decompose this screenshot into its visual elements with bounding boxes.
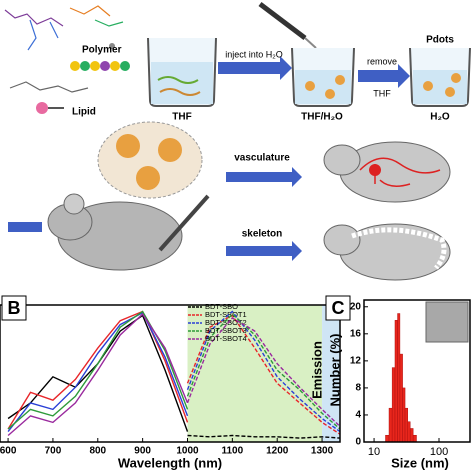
- arrow-head: [292, 241, 302, 261]
- panel-label: C: [332, 298, 345, 318]
- arrow: [218, 62, 280, 74]
- x-tick-label: 100: [430, 446, 448, 458]
- mouse-skeleton: [323, 223, 451, 281]
- absorption-line: [7, 310, 189, 430]
- shaded-span: [187, 305, 323, 442]
- arrow: [358, 70, 398, 82]
- arrow: [226, 246, 292, 256]
- panel-label: B: [8, 298, 21, 318]
- beaker: [409, 47, 471, 107]
- histogram-bar: [394, 320, 398, 443]
- histogram-bar: [412, 434, 417, 443]
- y-tick-label: 16: [350, 328, 362, 339]
- panel-label-box: [1, 295, 27, 321]
- histogram-bar: [391, 367, 396, 443]
- legend-label: BDT-SBOT1: [205, 310, 247, 319]
- remove-thf-label: THF: [373, 88, 391, 98]
- plot-frame: [363, 299, 471, 443]
- y2-axis-label: Emission: [309, 341, 324, 399]
- legend-label: BDT-SBOT2: [205, 318, 247, 327]
- absorption-line: [7, 314, 189, 432]
- remove-label: remove: [367, 56, 397, 66]
- pdots-label: Pdots: [426, 35, 454, 46]
- speech-bubble: [97, 121, 203, 199]
- histogram-bar: [404, 407, 408, 443]
- histogram-bar: [407, 421, 411, 443]
- arrow: [8, 222, 42, 232]
- absorption-line: [7, 311, 189, 433]
- x-tick-label: 10: [368, 446, 380, 458]
- thf-label: THF: [172, 112, 191, 123]
- x-tick-label: 1100: [221, 446, 243, 457]
- plus-sign: [109, 43, 115, 49]
- skeleton-label: skeleton: [242, 229, 283, 240]
- lipid-label: Lipid: [72, 107, 96, 118]
- x-tick-label: 1300: [311, 446, 334, 457]
- polymer-label: Polymer: [82, 45, 122, 56]
- y-tick-label: 4: [355, 410, 361, 421]
- y-tick-label: 8: [355, 383, 361, 394]
- molecule-drawing: [4, 5, 124, 93]
- emission-line: [186, 317, 341, 427]
- emission-line: [186, 314, 341, 435]
- emission-line: [186, 310, 341, 433]
- legend-label: BDT-SBOT3: [205, 326, 247, 335]
- x-tick-label: 800: [89, 446, 106, 457]
- x-tick-label: 600: [0, 446, 17, 457]
- arrow-head: [280, 56, 292, 80]
- arrow-head: [292, 167, 302, 187]
- histogram-bar: [409, 428, 414, 443]
- thf-h2o-label: THF/H₂O: [301, 112, 343, 123]
- x-tick-label: 1000: [176, 446, 199, 457]
- charts: BDT-SBOBDT-SBOT1BDT-SBOT2BDT-SBOT3BDT-SB…: [0, 295, 471, 470]
- x-axis-label: Wavelength (nm): [118, 455, 222, 470]
- plot-frame: [0, 304, 341, 443]
- arrow-head: [398, 64, 410, 88]
- polymer-chain: [70, 61, 130, 71]
- y-tick-label: 12: [350, 355, 362, 366]
- beaker: [291, 47, 355, 107]
- vasculature-label: vasculature: [234, 153, 290, 164]
- absorption-line: [7, 313, 189, 437]
- x-tick-label: 700: [45, 446, 62, 457]
- histogram-bar: [399, 353, 403, 443]
- legend-label: BDT-SBO: [205, 302, 238, 311]
- mouse: [47, 193, 183, 271]
- histogram-bar: [397, 313, 401, 443]
- panel-label-box: [325, 295, 351, 321]
- beaker: [147, 37, 217, 107]
- mouse-vasculature: [323, 141, 451, 203]
- arrow: [226, 172, 292, 182]
- lipid-icon: [36, 102, 64, 114]
- legend-label: BDT-SBOT4: [205, 334, 247, 343]
- y-tick-label: 0: [355, 437, 361, 448]
- emission-line: [187, 434, 341, 439]
- pipette: [258, 2, 317, 49]
- histogram-bar: [402, 387, 406, 443]
- y-axis-label: Number (%): [327, 334, 342, 407]
- histogram-bar: [388, 407, 393, 443]
- x-tick-label: 900: [134, 446, 151, 457]
- syringe: [158, 194, 210, 252]
- h2o-label: H₂O: [430, 112, 450, 123]
- x-axis-label: Size (nm): [391, 455, 449, 470]
- histogram-bar: [385, 434, 390, 443]
- tem-inset: [425, 301, 469, 343]
- shaded-span: [322, 305, 340, 442]
- emission-line: [186, 313, 341, 430]
- inject-label: inject into H₂O: [225, 49, 283, 59]
- x-tick-label: 1200: [266, 446, 289, 457]
- y-tick-label: 20: [350, 301, 362, 312]
